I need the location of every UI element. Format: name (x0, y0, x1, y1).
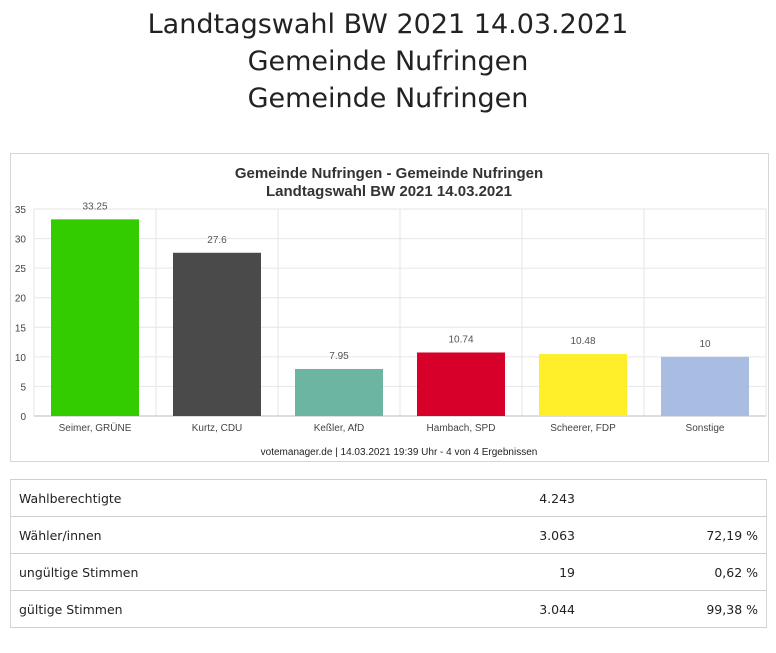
page-title: Landtagswahl BW 2021 14.03.2021 Gemeinde… (0, 6, 776, 117)
category-label: Sonstige (686, 423, 725, 434)
y-tick-label: 35 (15, 205, 27, 216)
page-title-line-1: Landtagswahl BW 2021 14.03.2021 (147, 9, 629, 40)
grid-layer: 0 5 10 15 20 25 30 35 (15, 205, 767, 423)
bar (295, 368, 383, 416)
chart-subtitle: Landtagswahl BW 2021 14.03.2021 (266, 183, 512, 200)
bar-value-label: 10 (699, 339, 711, 350)
category-label: Kurtz, CDU (192, 423, 243, 434)
stats-row: ungültige Stimmen 19 0,62 % (10, 553, 767, 591)
bar-value-label: 27.6 (207, 235, 227, 246)
bar (661, 356, 749, 416)
category-label: Hambach, SPD (427, 423, 496, 434)
page-title-line-2: Gemeinde Nufringen (247, 46, 529, 77)
y-tick-label: 5 (20, 382, 26, 393)
stats-row: gültige Stimmen 3.044 99,38 % (10, 590, 767, 628)
stats-value: 19 (407, 553, 583, 591)
stats-label: ungültige Stimmen (10, 553, 407, 591)
stats-percent (583, 479, 767, 517)
bar (173, 252, 261, 416)
y-tick-label: 15 (15, 323, 27, 334)
y-tick-label: 30 (15, 235, 27, 246)
bar-chart-panel: 0 5 10 15 20 25 30 35 Gemeinde Nufringen - Geme… (10, 153, 769, 462)
stats-table: Wahlberechtigte 4.243 Wähler/innen 3.063 72,… (10, 479, 767, 628)
category-label: Scheerer, FDP (550, 423, 616, 434)
bars-layer: 33.25 Seimer, GRÜNE 27.6 Kurtz, CDU 7.95 Keßl… (51, 201, 749, 434)
bar-chart: 0 5 10 15 20 25 30 35 Gemeinde Nufringen - Geme… (15, 165, 767, 458)
stats-percent: 72,19 % (583, 516, 767, 554)
stats-label: Wahlberechtigte (10, 479, 407, 517)
stats-value: 4.243 (407, 479, 583, 517)
bar-value-label: 10.48 (570, 336, 595, 347)
stats-row: Wahlberechtigte 4.243 (10, 479, 767, 517)
page-title-line-3: Gemeinde Nufringen (247, 83, 529, 114)
stats-percent: 0,62 % (583, 553, 767, 591)
stats-value: 3.044 (407, 590, 583, 628)
bar (417, 352, 505, 416)
y-tick-label: 25 (15, 264, 27, 275)
y-tick-label: 10 (15, 353, 27, 364)
bar (539, 354, 627, 416)
y-tick-label: 20 (15, 294, 27, 305)
chart-footer: votemanager.de | 14.03.2021 19:39 Uhr - … (261, 447, 538, 458)
bar-value-label: 33.25 (82, 201, 107, 212)
stats-label: Wähler/innen (10, 516, 407, 554)
stats-row: Wähler/innen 3.063 72,19 % (10, 516, 767, 554)
bar-value-label: 10.74 (448, 334, 473, 345)
stats-value: 3.063 (407, 516, 583, 554)
category-label: Keßler, AfD (314, 423, 365, 434)
stats-label: gültige Stimmen (10, 590, 407, 628)
bar-value-label: 7.95 (329, 351, 349, 362)
stats-percent: 99,38 % (583, 590, 767, 628)
chart-title: Gemeinde Nufringen - Gemeinde Nufringen (235, 165, 543, 182)
category-label: Seimer, GRÜNE (59, 422, 132, 434)
bar (51, 219, 139, 416)
y-tick-label: 0 (20, 412, 26, 423)
